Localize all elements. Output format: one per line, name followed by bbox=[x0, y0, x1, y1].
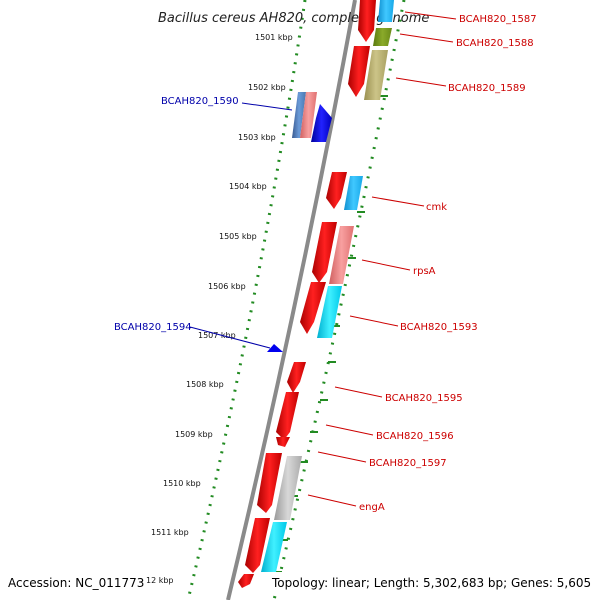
gene-label[interactable]: BCAH820_1593 bbox=[400, 322, 478, 333]
footer-backdrop-right bbox=[268, 572, 598, 594]
cog-box-bcah820-1587[interactable] bbox=[378, 0, 394, 22]
gene-feature-bcah820-1596[interactable] bbox=[276, 392, 299, 440]
cog-box-bcah820-1590-a[interactable] bbox=[292, 92, 306, 138]
gene-feature-cmk[interactable] bbox=[326, 172, 347, 209]
gene-label[interactable]: BCAH820_1596 bbox=[376, 431, 454, 442]
footer-backdrop-left bbox=[4, 572, 142, 594]
gene-feature-bcah820-1587[interactable] bbox=[358, 0, 376, 42]
gene-feature-engA[interactable] bbox=[245, 518, 270, 573]
kbp-label: 1508 kbp bbox=[186, 380, 224, 389]
gene-feature-bcah820-1593[interactable] bbox=[300, 282, 326, 334]
kbp-label: 1501 kbp bbox=[255, 33, 293, 42]
kbp-label: 12 kbp bbox=[146, 576, 174, 585]
gene-label[interactable]: BCAH820_1595 bbox=[385, 393, 463, 404]
cog-box-bcah820-1593[interactable] bbox=[317, 286, 342, 338]
kbp-label: 1509 kbp bbox=[175, 430, 213, 439]
accession-text: Accession: NC_011773 bbox=[8, 576, 144, 590]
gene-feature-bcah820-1595[interactable] bbox=[287, 362, 306, 393]
cog-box-cmk[interactable] bbox=[344, 176, 363, 210]
gene-label[interactable]: BCAH820_1597 bbox=[369, 458, 447, 469]
gene-feature-bcah820-1589[interactable] bbox=[348, 46, 370, 97]
gene-feature-bcah820-1590[interactable] bbox=[311, 104, 332, 142]
kbp-label: 1507 kbp bbox=[198, 331, 236, 340]
cog-box-engA[interactable] bbox=[261, 522, 287, 572]
gene-feature-bcah820-1596-tail[interactable] bbox=[276, 437, 290, 447]
cog-box-bcah820-1590-b[interactable] bbox=[300, 92, 317, 138]
gene-label[interactable]: BCAH820_1587 bbox=[459, 14, 537, 25]
gene-label[interactable]: BCAH820_1590 bbox=[161, 96, 239, 107]
cog-boxes bbox=[261, 0, 394, 572]
gene-label[interactable]: BCAH820_1589 bbox=[448, 83, 526, 94]
reverse-genes bbox=[267, 104, 332, 352]
gene-labels: BCAH820_1587 BCAH820_1588 BCAH820_1589 B… bbox=[114, 14, 537, 513]
kbp-label: 1504 kbp bbox=[229, 182, 267, 191]
gene-label[interactable]: BCAH820_1594 bbox=[114, 322, 192, 333]
kbp-label: 1511 kbp bbox=[151, 528, 189, 537]
kbp-label: 1502 kbp bbox=[248, 83, 286, 92]
kbp-label: 1505 kbp bbox=[219, 232, 257, 241]
gene-label[interactable]: engA bbox=[359, 502, 385, 513]
gene-feature-bcah820-1597[interactable] bbox=[257, 453, 282, 513]
gene-label[interactable]: cmk bbox=[426, 202, 447, 213]
cog-box-rpsA[interactable] bbox=[329, 226, 354, 284]
gene-label[interactable]: BCAH820_1588 bbox=[456, 38, 534, 49]
gene-feature-bcah820-1594[interactable] bbox=[267, 344, 283, 352]
cog-box-bcah820-1589[interactable] bbox=[364, 50, 388, 100]
forward-genes bbox=[238, 0, 376, 588]
kbp-label: 1510 kbp bbox=[163, 479, 201, 488]
kbp-label: 1503 kbp bbox=[238, 133, 276, 142]
gene-feature-last[interactable] bbox=[238, 574, 254, 588]
gene-label[interactable]: rpsA bbox=[413, 266, 436, 277]
cog-box-bcah820-1588[interactable] bbox=[373, 28, 392, 46]
cog-box-bcah820-1597[interactable] bbox=[274, 456, 302, 520]
gene-feature-rpsA[interactable] bbox=[312, 222, 337, 283]
topology-text: Topology: linear; Length: 5,302,683 bp; … bbox=[271, 576, 591, 590]
genome-backbone bbox=[226, 0, 357, 600]
label-leader-lines bbox=[189, 11, 457, 507]
kbp-labels: 1501 kbp 1502 kbp 1503 kbp 1504 kbp 1505… bbox=[146, 33, 293, 585]
kbp-label: 1506 kbp bbox=[208, 282, 246, 291]
